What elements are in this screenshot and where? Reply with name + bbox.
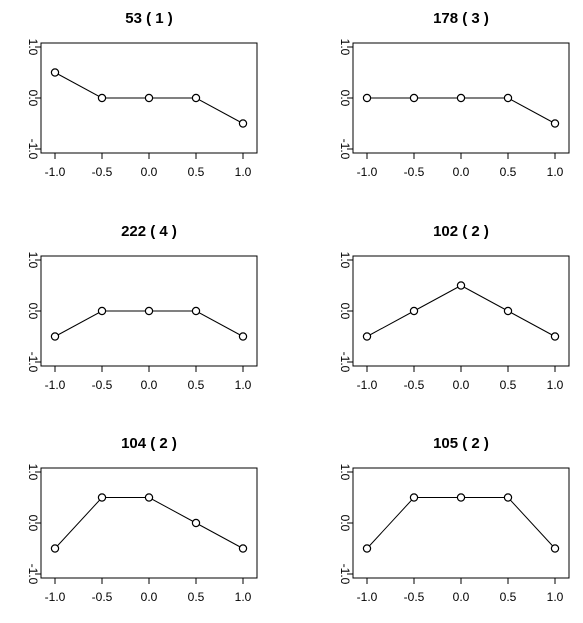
plot-frame [40,467,258,579]
data-point [144,93,154,103]
y-tick-label: -1.0 [338,139,352,160]
y-tick-label: -1.0 [26,352,40,373]
data-point [409,93,419,103]
data-point [503,93,513,103]
panel-5: 104 ( 2 ) -1.0 -0.5 0.0 0.5 1.0 -1.0 0.0 1.0 [26,435,258,604]
data-point [362,332,372,341]
x-tick-label: 0.5 [500,590,517,604]
x-tick-label: -1.0 [357,165,378,179]
panel-6: 105 ( 2 ) -1.0 -0.5 0.0 0.5 1.0 -1.0 0.0 1.0 [338,435,570,604]
y-tick-label: 1.0 [26,464,40,481]
data-point [550,119,560,128]
panel-title: 178 ( 3 ) [433,10,489,27]
y-tick-label: 0.0 [26,303,40,320]
y-tick-label: -1.0 [338,352,352,373]
series-line [366,497,556,549]
y-tick-label: -1.0 [26,564,40,585]
panel-title: 222 ( 4 ) [121,223,177,240]
plot-frame [352,255,570,367]
y-tick-label: 1.0 [26,252,40,269]
x-tick-label: -0.5 [404,378,425,392]
y-tick-label: 1.0 [26,39,40,56]
y-tick-label: 0.0 [338,90,352,107]
x-tick-label: 1.0 [235,378,252,392]
panel-title: 104 ( 2 ) [121,435,177,452]
x-tick-label: -0.5 [92,165,113,179]
y-tick-label: 0.0 [26,90,40,107]
y-tick-label: 1.0 [338,39,352,56]
x-tick-label: 0.0 [141,378,158,392]
series-line [366,284,556,337]
data-point [97,93,107,103]
x-tick-label: 0.5 [188,590,205,604]
y-tick-label: 0.0 [338,303,352,320]
panel-title: 105 ( 2 ) [433,435,489,452]
data-point [97,493,107,502]
panel-title: 53 ( 1 ) [125,10,173,27]
data-point [50,332,60,341]
data-point [362,93,372,103]
data-point [50,544,60,553]
x-tick-label: -0.5 [92,590,113,604]
panel-3: 222 ( 4 ) -1.0 -0.5 0.0 0.5 1.0 -1.0 0.0 1.0 [26,223,258,392]
x-tick-label: 0.0 [453,590,470,604]
x-tick-label: -0.5 [92,378,113,392]
panel-4: 102 ( 2 ) -1.0 -0.5 0.0 0.5 1.0 -1.0 0.0 1.0 [338,223,570,392]
data-point [50,68,60,77]
data-point [144,306,154,316]
x-tick-label: -0.5 [404,590,425,604]
x-tick-label: 0.5 [500,378,517,392]
data-point [409,306,419,316]
x-tick-label: 0.0 [141,165,158,179]
data-point [503,306,513,316]
y-tick-label: 0.0 [26,515,40,532]
x-tick-label: 1.0 [547,590,564,604]
panel-title: 102 ( 2 ) [433,223,489,240]
series-line [54,497,244,549]
data-point [238,119,248,128]
x-tick-label: -1.0 [45,590,66,604]
y-tick-label: -1.0 [338,564,352,585]
data-point [238,544,248,553]
data-point [97,306,107,316]
data-point [503,493,513,502]
x-tick-label: 1.0 [547,378,564,392]
data-point [191,306,201,316]
y-tick-label: 1.0 [338,464,352,481]
data-point [456,93,466,103]
x-tick-label: 1.0 [235,165,252,179]
x-tick-label: 0.5 [188,378,205,392]
data-point [238,332,248,341]
data-point [456,281,466,290]
x-tick-label: 0.0 [141,590,158,604]
data-point [550,544,560,553]
x-tick-label: -0.5 [404,165,425,179]
x-tick-label: 0.5 [500,165,517,179]
data-point [409,493,419,502]
x-tick-label: 1.0 [235,590,252,604]
x-tick-label: 0.5 [188,165,205,179]
x-tick-label: 0.0 [453,165,470,179]
data-point [191,518,201,528]
panel-2: 178 ( 3 ) -1.0 -0.5 0.0 0.5 1.0 -1.0 0.0 1.0 [338,10,570,179]
data-point [456,493,466,502]
y-tick-label: -1.0 [26,139,40,160]
data-point [550,332,560,341]
x-tick-label: 1.0 [547,165,564,179]
data-point [362,544,372,553]
x-tick-label: 0.0 [453,378,470,392]
x-tick-label: -1.0 [45,378,66,392]
plot-frame [352,467,570,579]
x-tick-label: -1.0 [357,590,378,604]
y-tick-label: 1.0 [338,252,352,269]
y-tick-label: 0.0 [338,515,352,532]
x-tick-label: -1.0 [357,378,378,392]
data-point [191,93,201,103]
x-tick-label: -1.0 [45,165,66,179]
data-point [144,493,154,502]
panel-1: 53 ( 1 ) -1.0 -0.5 0.0 0.5 1.0 -1.0 0.0 1.0 [26,10,258,179]
